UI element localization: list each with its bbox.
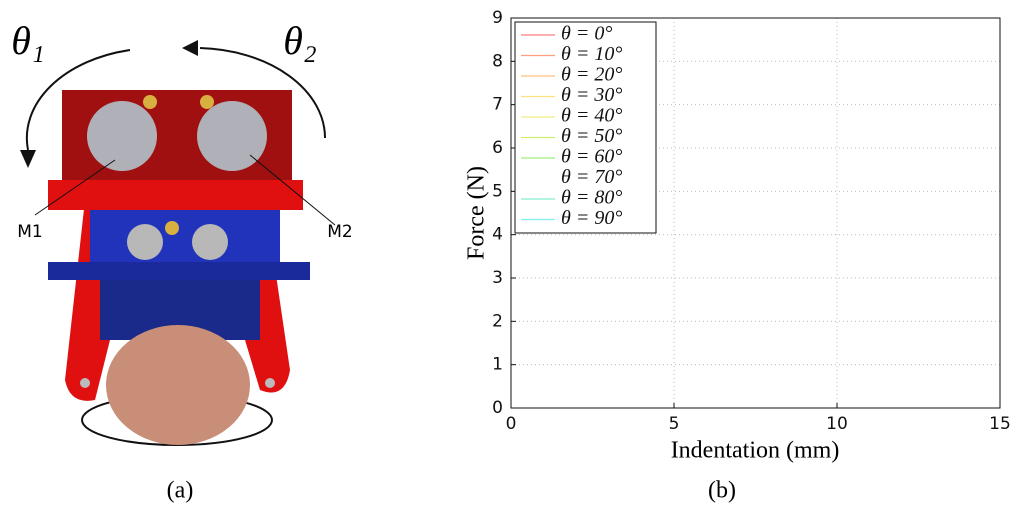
y-tick-label: 5 bbox=[492, 181, 503, 201]
legend-label: θ = 80° bbox=[561, 187, 622, 209]
legend-label: θ = 20° bbox=[561, 64, 622, 86]
legend-box bbox=[514, 21, 657, 234]
legend-label: θ = 0° bbox=[561, 23, 612, 45]
panel-label: (b) bbox=[708, 478, 736, 504]
y-tick-label: 1 bbox=[492, 355, 503, 375]
panel-label: (a) bbox=[167, 478, 194, 504]
y-tick-label: 0 bbox=[492, 398, 503, 418]
y-tick-label: 6 bbox=[492, 138, 503, 158]
y-tick-label: 9 bbox=[492, 8, 503, 28]
legend-label: θ = 30° bbox=[561, 84, 622, 106]
x-tick-label: 10 bbox=[826, 414, 848, 434]
legend-label: θ = 60° bbox=[561, 146, 622, 168]
x-tick-label: 0 bbox=[506, 414, 517, 434]
y-tick-label: 8 bbox=[492, 51, 503, 71]
x-tick-label: 5 bbox=[669, 414, 680, 434]
theta1-label: θ₁ bbox=[11, 18, 45, 63]
x-axis-label: Indentation (mm) bbox=[671, 438, 840, 464]
legend-label: θ = 70° bbox=[561, 166, 622, 188]
y-tick-label: 3 bbox=[492, 268, 503, 288]
device-drawing bbox=[20, 40, 336, 446]
y-tick-label: 2 bbox=[492, 311, 503, 331]
legend-label: θ = 50° bbox=[561, 125, 622, 147]
plot-frame bbox=[510, 17, 1001, 409]
y-axis-label: Force (N) bbox=[464, 166, 490, 260]
x-tick-label: 15 bbox=[989, 414, 1011, 434]
m2-label: M2 bbox=[327, 222, 352, 242]
theta2-label: θ₂ bbox=[283, 18, 317, 63]
legend-label: θ = 90° bbox=[561, 207, 622, 229]
y-tick-label: 4 bbox=[492, 225, 503, 245]
legend-label: θ = 40° bbox=[561, 105, 622, 127]
y-tick-label: 7 bbox=[492, 95, 503, 115]
m1-label: M1 bbox=[17, 222, 42, 242]
legend-label: θ = 10° bbox=[561, 43, 622, 65]
